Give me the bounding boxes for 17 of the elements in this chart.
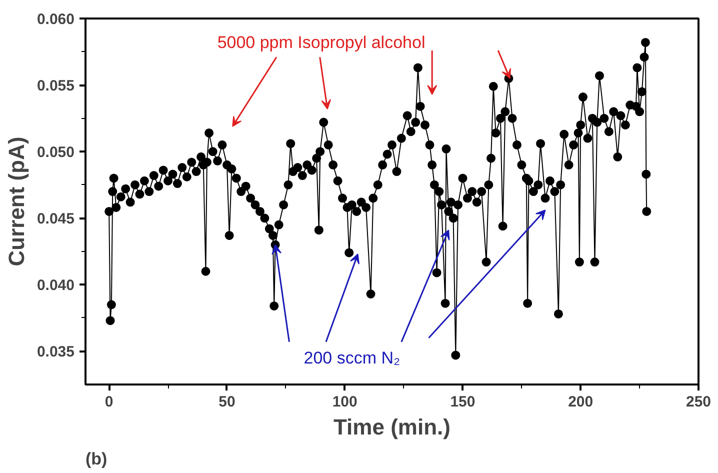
annotation: 200 sccm N₂ <box>304 348 400 368</box>
annotation: 5000 ppm Isopropyl alcohol <box>217 32 426 52</box>
text: (b) <box>86 450 108 468</box>
y-tick-label: 0.060 <box>36 11 75 28</box>
x-tick-label: 250 <box>686 394 712 410</box>
x-tick-label: 150 <box>450 394 476 410</box>
y-tick-label: 0.045 <box>36 210 75 228</box>
y-tick-label: 0.040 <box>36 277 75 294</box>
x-tick-label: 100 <box>332 394 358 410</box>
y-tick-label: 0.035 <box>36 344 75 361</box>
x-axis-title: Time (min.) <box>334 414 450 440</box>
y-tick-label: 0.050 <box>36 144 75 162</box>
x-tick-label: 200 <box>568 394 594 410</box>
y-axis-title: Current (pA) <box>4 136 29 266</box>
x-tick-label: 0 <box>104 394 114 410</box>
x-tick-label: 50 <box>218 394 236 410</box>
y-tick-label: 0.055 <box>36 78 75 95</box>
